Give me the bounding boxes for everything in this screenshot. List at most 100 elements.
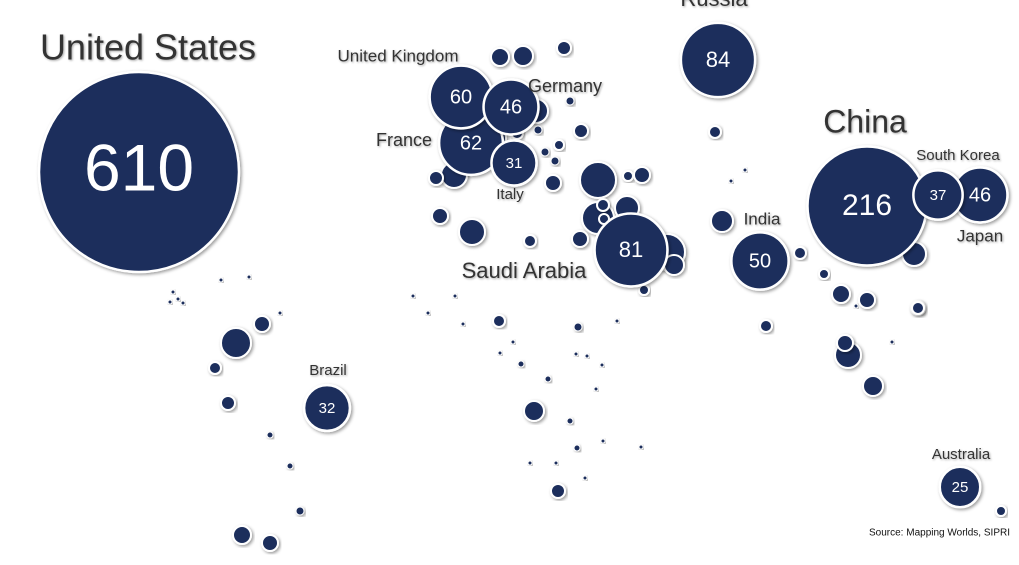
country-bubble xyxy=(482,78,540,136)
country-name: Germany xyxy=(528,76,602,96)
minor-bubble xyxy=(167,299,173,305)
minor-bubble xyxy=(497,350,503,356)
minor-bubble xyxy=(553,139,565,151)
minor-bubble xyxy=(458,218,486,246)
minor-bubble xyxy=(490,47,510,67)
minor-bubble xyxy=(889,339,895,345)
country-name: Saudi Arabia xyxy=(462,258,588,283)
minor-bubble xyxy=(566,417,574,425)
country-bubble xyxy=(302,383,352,433)
country-name: China xyxy=(823,103,907,139)
minor-bubble xyxy=(571,230,589,248)
minor-bubble xyxy=(638,284,650,296)
value-label: 32 xyxy=(319,400,336,417)
minor-bubble xyxy=(175,296,181,302)
minor-bubble xyxy=(573,322,583,332)
minor-bubble xyxy=(579,161,617,199)
country-bubble xyxy=(490,139,538,187)
minor-bubble xyxy=(517,360,525,368)
minor-bubble xyxy=(246,274,252,280)
minor-bubble xyxy=(708,125,722,139)
minor-bubble xyxy=(218,277,224,283)
minor-bubble xyxy=(599,362,605,368)
value-label: 60 xyxy=(450,86,472,108)
value-label: 46 xyxy=(500,96,522,118)
minor-bubble xyxy=(523,400,545,422)
country-name: France xyxy=(376,130,432,150)
minor-bubble xyxy=(553,460,559,466)
country-bubble xyxy=(938,465,982,509)
minor-bubble xyxy=(544,174,562,192)
minor-bubble xyxy=(523,234,537,248)
minor-bubble xyxy=(622,170,634,182)
minor-bubble xyxy=(232,525,252,545)
minor-bubble xyxy=(544,375,552,383)
minor-bubble xyxy=(533,125,543,135)
value-label: 62 xyxy=(460,132,482,154)
minor-bubble xyxy=(911,301,925,315)
country-bubble xyxy=(593,212,669,288)
country-name: Japan xyxy=(957,226,1003,245)
country-name: Russia xyxy=(680,0,748,11)
minor-bubble xyxy=(614,318,620,324)
minor-bubble xyxy=(431,207,449,225)
minor-bubble xyxy=(527,460,533,466)
source: Source: Mapping Worlds, SIPRI xyxy=(869,528,1010,539)
minor-bubble xyxy=(793,246,807,260)
minor-bubble xyxy=(261,534,279,552)
minor-bubble xyxy=(550,156,560,166)
minor-bubble xyxy=(573,351,579,357)
minor-bubble xyxy=(452,293,458,299)
value-label: 216 xyxy=(842,189,892,222)
minor-bubble xyxy=(710,209,734,233)
country-name: Australia xyxy=(932,446,991,463)
minor-bubble xyxy=(253,315,271,333)
country-name: United States xyxy=(40,27,256,68)
minor-bubble xyxy=(425,310,431,316)
country-name: Italy xyxy=(496,186,524,203)
minor-bubble xyxy=(550,483,566,499)
minor-bubble xyxy=(277,310,283,316)
value-label: 31 xyxy=(506,155,523,172)
minor-bubble xyxy=(836,334,854,352)
minor-bubble xyxy=(584,353,590,359)
minor-bubble xyxy=(208,361,222,375)
minor-bubble xyxy=(759,319,773,333)
minor-bubble xyxy=(220,327,252,359)
value-label: 37 xyxy=(930,187,947,204)
minor-bubble xyxy=(295,506,305,516)
minor-bubble xyxy=(728,178,734,184)
value-label: 25 xyxy=(952,479,969,496)
minor-bubble xyxy=(286,462,294,470)
country-bubbles: 610 United States 216 China 84 Russia 81 Saudi … xyxy=(37,0,1009,509)
minor-bubble xyxy=(540,147,550,157)
minor-bubble xyxy=(596,198,610,212)
value-label: 50 xyxy=(749,250,771,272)
minor-bubble xyxy=(600,438,606,444)
minor-bubble xyxy=(638,444,644,450)
minor-bubble xyxy=(170,289,176,295)
minor-bubble xyxy=(512,45,534,67)
value-label: 610 xyxy=(84,130,194,204)
minor-bubble xyxy=(818,268,830,280)
value-label: 84 xyxy=(706,47,730,72)
minor-bubble xyxy=(995,505,1007,517)
country-bubble xyxy=(912,169,964,221)
minor-bubble xyxy=(742,167,748,173)
value-label: 46 xyxy=(969,184,991,206)
minor-bubble xyxy=(831,284,851,304)
country-bubble xyxy=(730,231,790,291)
minor-bubble xyxy=(460,321,466,327)
minor-bubble xyxy=(266,431,274,439)
minor-bubble xyxy=(428,170,444,186)
minor-bubble xyxy=(862,375,884,397)
minor-bubble xyxy=(593,386,599,392)
value-label: 81 xyxy=(619,237,643,262)
country-name: United Kingdom xyxy=(338,46,459,65)
minor-bubble xyxy=(582,475,588,481)
minor-bubble xyxy=(220,395,236,411)
minor-bubble xyxy=(565,96,575,106)
minor-bubble xyxy=(510,339,516,345)
minor-bubble xyxy=(492,314,506,328)
